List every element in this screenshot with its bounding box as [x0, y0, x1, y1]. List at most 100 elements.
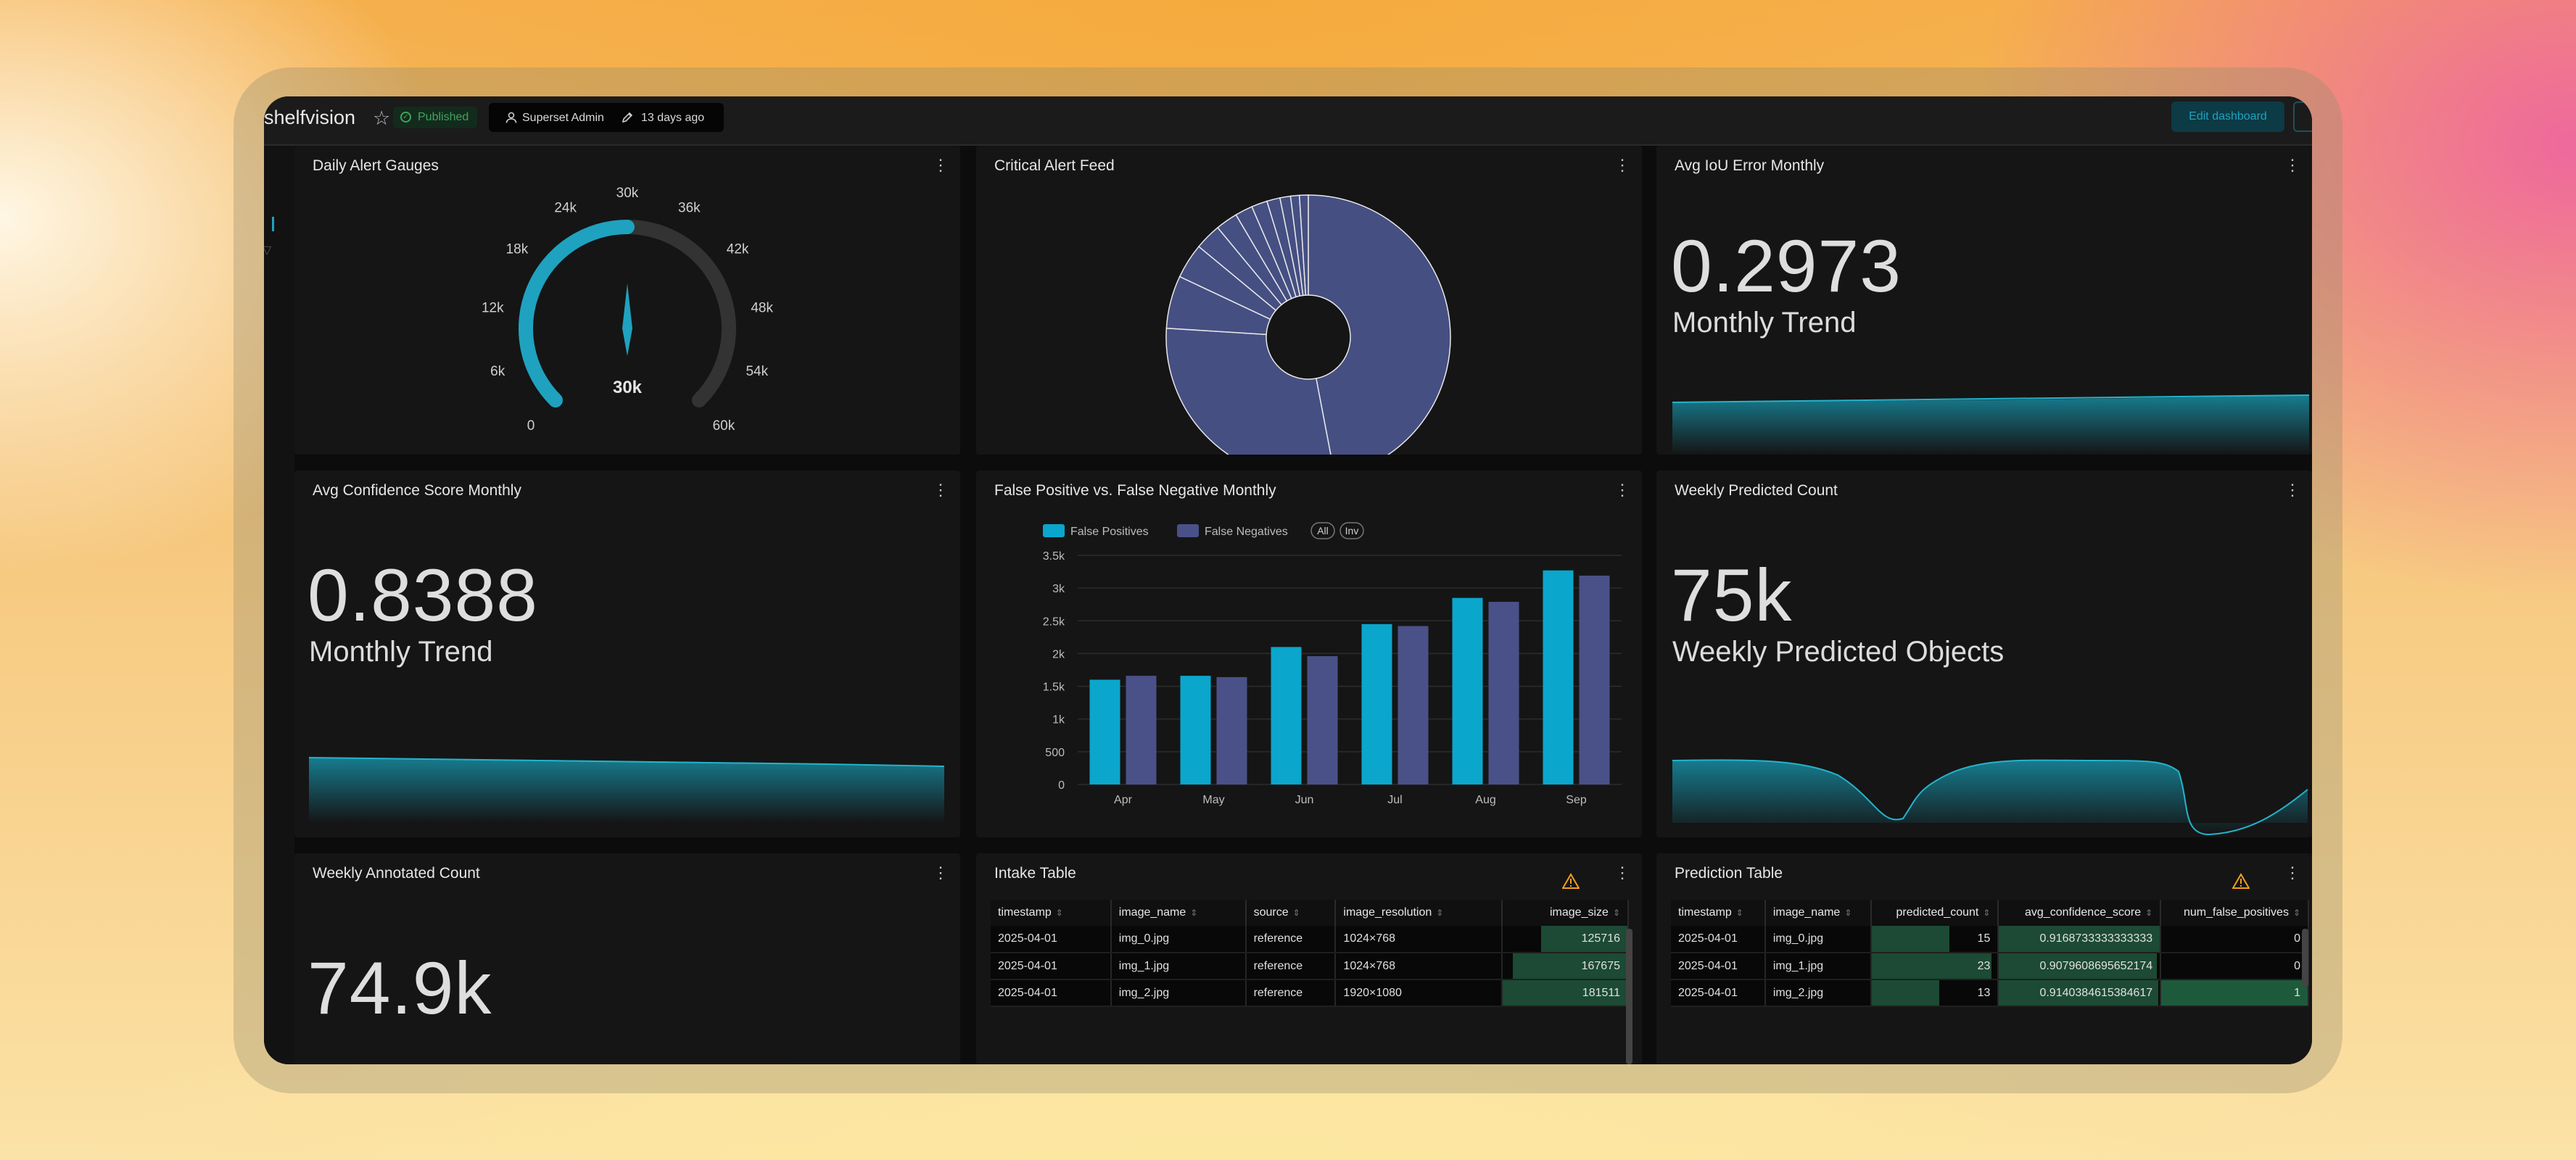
intake-data-table: timestamp ⇕ image_name ⇕ source ⇕ image_res… — [991, 900, 1629, 1007]
gauge-tick-label: 30k — [616, 186, 639, 201]
table-row[interactable]: 2025-04-01 img_0.jpg 15 0.91687333333333… — [1671, 926, 2309, 953]
table-cell: 2025-04-01 — [1671, 979, 1766, 1007]
card-menu-icon[interactable]: ⋮ — [1614, 863, 1630, 882]
legend-invert-button[interactable] — [1339, 522, 1364, 539]
column-header-source[interactable]: source ⇕ — [1245, 900, 1337, 926]
x-tick-label: Jul — [1387, 794, 1402, 806]
legend-button-label: All — [1317, 525, 1329, 536]
column-header-image-resolution[interactable]: image_resolution ⇕ — [1335, 900, 1503, 926]
sort-icon: ⇕ — [1983, 908, 1991, 918]
card-intake-table: Intake Table ⋮ timestamp ⇕ image_name ⇕ so… — [976, 853, 1642, 1064]
column-header-image-size[interactable]: image_size ⇕ — [1502, 900, 1629, 926]
warning-icon[interactable] — [2232, 873, 2250, 889]
sort-icon: ⇕ — [1844, 908, 1852, 918]
sort-icon: ⇕ — [1436, 908, 1444, 918]
dashboard-window: shelfvision ☆ ✓ Published Superset Admin… — [264, 96, 2312, 1064]
bar-false-positives — [1361, 624, 1392, 784]
table-cell-bar: 167675 — [1502, 953, 1629, 980]
table-cell: 2025-04-01 — [991, 953, 1112, 980]
card-title: Avg IoU Error Monthly — [1675, 157, 1825, 174]
legend-swatch — [1043, 524, 1065, 537]
sort-icon: ⇕ — [2145, 908, 2153, 918]
bar-false-negatives — [1398, 626, 1429, 784]
card-title: Critical Alert Feed — [994, 157, 1115, 174]
table-scrollbar[interactable] — [2302, 929, 2308, 987]
bar-false-positives — [1452, 597, 1483, 784]
warning-icon[interactable] — [1562, 873, 1580, 889]
x-tick-label: Aug — [1475, 794, 1495, 806]
table-row[interactable]: 2025-04-01 img_1.jpg reference 1024×768 … — [991, 953, 1629, 980]
owner-name[interactable]: Superset Admin — [522, 112, 604, 124]
table-cell: 1920×1080 — [1335, 979, 1503, 1007]
card-menu-icon[interactable]: ⋮ — [2284, 863, 2300, 882]
trendline-sparkline — [308, 757, 945, 823]
column-header-num-false-positives[interactable]: num_false_positives ⇕ — [2160, 900, 2309, 926]
bar-false-negatives — [1307, 656, 1338, 784]
legend-button-label: Inv — [1345, 525, 1359, 536]
legend-select-all-button[interactable] — [1310, 522, 1335, 539]
gauge-track — [620, 220, 736, 407]
edit-dashboard-button[interactable]: Edit dashboard — [2171, 102, 2284, 132]
published-status-badge[interactable]: ✓ Published — [393, 107, 478, 128]
y-tick-label: 1k — [1052, 714, 1065, 726]
card-fp-vs-fn-monthly: False Positive vs. False Negative Monthl… — [976, 471, 1642, 837]
column-header-image-name[interactable]: image_name ⇕ — [1110, 900, 1247, 926]
card-menu-icon[interactable]: ⋮ — [2284, 481, 2300, 499]
column-header-predicted-count[interactable]: predicted_count ⇕ — [1870, 900, 1999, 926]
bar-false-negatives — [1579, 575, 1610, 784]
card-menu-icon[interactable]: ⋮ — [933, 481, 949, 499]
check-circle-icon: ✓ — [400, 112, 411, 123]
table-cell-bar: 13 — [1870, 979, 1999, 1007]
x-tick-label: Jun — [1295, 794, 1314, 806]
table-row[interactable]: 2025-04-01 img_2.jpg 13 0.91403846153846… — [1671, 979, 2309, 1007]
legend-swatch — [1177, 524, 1199, 537]
table-row[interactable]: 2025-04-01 img_1.jpg 23 0.90796086956521… — [1671, 953, 2309, 980]
card-weekly-annotated-count: Weekly Annotated Count ⋮ 74.9k — [294, 853, 960, 1064]
pie-slice — [1308, 194, 1451, 455]
legend-label: False Positives — [1070, 526, 1149, 538]
filter-sidebar-collapsed[interactable]: ▽ — [264, 146, 294, 1064]
x-tick-label: Apr — [1114, 794, 1133, 806]
table-row[interactable]: 2025-04-01 img_2.jpg reference 1920×1080… — [991, 979, 1629, 1007]
table-scrollbar[interactable] — [1626, 929, 1632, 1064]
donut-chart — [1165, 194, 1451, 455]
y-tick-label: 1.5k — [1043, 682, 1065, 694]
table-row[interactable]: 2025-04-01 img_0.jpg reference 1024×768 … — [991, 926, 1629, 953]
gauge-needle — [622, 283, 632, 356]
gauge-tick-label: 0 — [527, 418, 535, 434]
table-cell: img_2.jpg — [1764, 979, 1872, 1007]
table-cell-bar: 23 — [1870, 953, 1999, 980]
table-cell: 2025-04-01 — [991, 926, 1112, 953]
bar-false-negatives — [1488, 602, 1519, 784]
sort-icon: ⇕ — [1190, 908, 1198, 918]
legend-label: False Negatives — [1205, 526, 1288, 538]
table-cell-bar: 15 — [1870, 926, 1999, 953]
expand-sidebar-icon[interactable] — [264, 217, 274, 231]
column-header-image-name[interactable]: image_name ⇕ — [1764, 900, 1872, 926]
card-title: Avg Confidence Score Monthly — [313, 482, 521, 499]
card-menu-icon[interactable]: ⋮ — [2284, 156, 2300, 174]
trendline-sparkline — [1672, 759, 2308, 836]
gauge-tick-label: 12k — [482, 301, 504, 316]
table-cell: 0 — [2160, 926, 2309, 953]
card-menu-icon[interactable]: ⋮ — [933, 863, 949, 882]
card-prediction-table: Prediction Table ⋮ timestamp ⇕ image_name… — [1656, 853, 2312, 1064]
big-number-subtitle: Monthly Trend — [309, 636, 493, 668]
x-tick-label: May — [1202, 794, 1224, 806]
table-cell: 1024×768 — [1335, 926, 1503, 953]
column-header-avg-confidence-score[interactable]: avg_confidence_score ⇕ — [1998, 900, 2162, 926]
more-actions-button[interactable] — [2293, 102, 2312, 132]
card-critical-alert-feed: Critical Alert Feed ⋮ — [976, 146, 1642, 455]
favorite-star-icon[interactable]: ☆ — [373, 107, 391, 129]
y-tick-label: 500 — [1045, 747, 1065, 759]
big-number-subtitle: Weekly Predicted Objects — [1672, 636, 2005, 668]
table-cell: reference — [1245, 953, 1337, 980]
filter-icon[interactable]: ▽ — [264, 244, 272, 257]
column-header-timestamp[interactable]: timestamp ⇕ — [991, 900, 1112, 926]
card-title: Weekly Predicted Count — [1675, 482, 1838, 499]
card-title: Intake Table — [994, 865, 1076, 882]
table-cell: 2025-04-01 — [991, 979, 1112, 1007]
dashboard-header: shelfvision ☆ ✓ Published Superset Admin… — [264, 96, 2312, 146]
gauge-tick-label: 60k — [713, 418, 735, 434]
column-header-timestamp[interactable]: timestamp ⇕ — [1671, 900, 1766, 926]
